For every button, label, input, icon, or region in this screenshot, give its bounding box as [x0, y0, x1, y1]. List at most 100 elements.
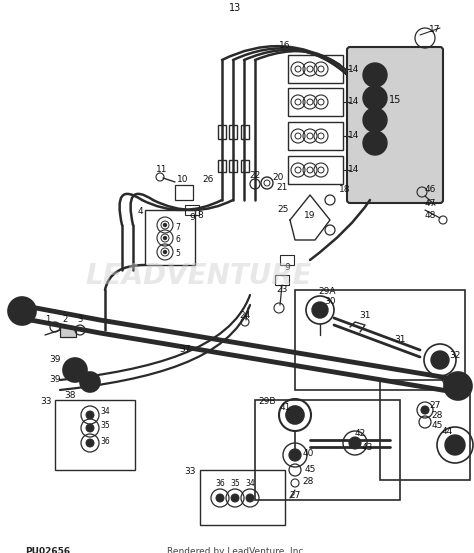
Text: 8: 8 — [197, 211, 203, 220]
Text: 14: 14 — [348, 165, 359, 175]
Circle shape — [216, 494, 224, 502]
Text: 2: 2 — [63, 316, 68, 325]
Text: 28: 28 — [431, 410, 443, 420]
Text: 6: 6 — [175, 236, 181, 244]
Text: 19: 19 — [304, 211, 316, 220]
Circle shape — [164, 251, 166, 253]
Bar — [185, 205, 199, 215]
Bar — [200, 470, 285, 525]
Text: 34: 34 — [245, 478, 255, 488]
Bar — [241, 160, 249, 172]
Text: 5: 5 — [175, 248, 181, 258]
Text: 37: 37 — [179, 346, 191, 354]
Bar — [255, 400, 400, 500]
Bar — [229, 125, 237, 139]
Text: 44: 44 — [441, 427, 453, 436]
Circle shape — [368, 68, 382, 82]
Bar — [275, 275, 289, 285]
Bar — [145, 210, 195, 265]
Text: 27: 27 — [289, 491, 301, 499]
Bar — [288, 122, 343, 150]
Text: 33: 33 — [184, 467, 196, 477]
Bar — [218, 160, 226, 172]
Bar — [288, 88, 343, 116]
Circle shape — [312, 302, 328, 318]
Text: 32: 32 — [449, 352, 461, 361]
Circle shape — [231, 494, 239, 502]
Bar — [295, 290, 465, 390]
Text: 35: 35 — [230, 478, 240, 488]
Text: 15: 15 — [389, 95, 401, 105]
Circle shape — [372, 117, 378, 123]
Text: 3: 3 — [77, 316, 82, 325]
Text: 14: 14 — [348, 65, 359, 74]
Circle shape — [363, 108, 387, 132]
Circle shape — [164, 223, 166, 227]
Circle shape — [372, 95, 378, 101]
Circle shape — [368, 91, 382, 105]
Bar — [241, 125, 249, 139]
Bar — [380, 380, 470, 480]
Text: 11: 11 — [156, 165, 168, 175]
Circle shape — [368, 113, 382, 127]
Text: 31: 31 — [359, 310, 371, 320]
Bar — [288, 55, 343, 83]
Text: 35: 35 — [100, 421, 110, 430]
Text: 31: 31 — [394, 336, 406, 345]
Circle shape — [8, 297, 36, 325]
Text: 48: 48 — [424, 211, 436, 220]
Text: 29B: 29B — [258, 398, 275, 406]
Text: 41: 41 — [279, 404, 291, 413]
Text: 28: 28 — [302, 477, 314, 487]
Circle shape — [363, 131, 387, 155]
Circle shape — [445, 435, 465, 455]
Circle shape — [444, 372, 472, 400]
Circle shape — [363, 86, 387, 110]
Circle shape — [372, 72, 378, 78]
Text: 30: 30 — [324, 298, 336, 306]
Text: 29A: 29A — [318, 288, 336, 296]
Circle shape — [372, 140, 378, 146]
Text: 14: 14 — [348, 97, 359, 107]
Circle shape — [286, 406, 304, 424]
Text: 34: 34 — [100, 408, 110, 416]
Text: 33: 33 — [40, 398, 52, 406]
Circle shape — [363, 63, 387, 87]
Bar — [288, 156, 343, 184]
Text: LEADVENTURE: LEADVENTURE — [86, 263, 312, 290]
Circle shape — [246, 494, 254, 502]
Circle shape — [86, 424, 94, 432]
Text: 47: 47 — [424, 199, 436, 207]
Text: 21: 21 — [276, 184, 288, 192]
Circle shape — [368, 136, 382, 150]
Text: 18: 18 — [339, 185, 351, 195]
Text: 38: 38 — [64, 390, 76, 399]
Bar — [175, 185, 193, 200]
Text: 27: 27 — [429, 400, 441, 410]
Bar — [280, 255, 294, 265]
Text: 45: 45 — [431, 420, 443, 430]
Circle shape — [80, 372, 100, 392]
Text: 20: 20 — [272, 174, 283, 182]
Text: 26: 26 — [202, 175, 214, 185]
Text: 17: 17 — [429, 25, 441, 34]
Text: 40: 40 — [302, 448, 314, 457]
Text: 46: 46 — [424, 185, 436, 195]
Text: 9: 9 — [189, 213, 195, 222]
Text: PU02656: PU02656 — [25, 547, 70, 553]
Text: 45: 45 — [304, 466, 316, 474]
Circle shape — [164, 237, 166, 239]
Text: 39: 39 — [49, 356, 61, 364]
Text: 23: 23 — [276, 285, 288, 295]
Text: 14: 14 — [348, 132, 359, 140]
Text: 43: 43 — [361, 444, 373, 452]
Circle shape — [86, 439, 94, 447]
Circle shape — [450, 440, 460, 450]
Circle shape — [316, 306, 324, 314]
Text: 13: 13 — [229, 3, 241, 13]
Bar — [60, 327, 76, 337]
Text: 25: 25 — [277, 206, 289, 215]
Circle shape — [349, 437, 361, 449]
Text: 36: 36 — [100, 437, 110, 446]
Text: 16: 16 — [279, 40, 291, 50]
